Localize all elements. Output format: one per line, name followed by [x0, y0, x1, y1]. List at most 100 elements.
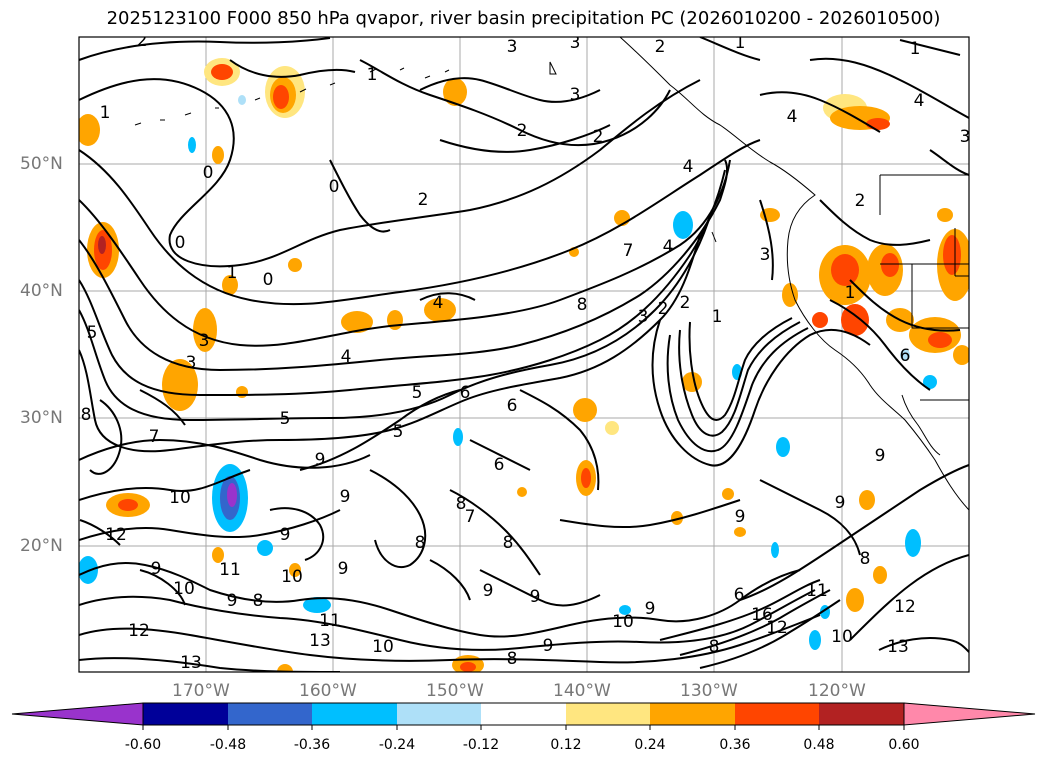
colorbar-segment: [566, 703, 650, 725]
contour-label: 8: [81, 405, 92, 425]
contour-label: 12: [894, 597, 916, 617]
colorbar-segment: [312, 703, 397, 725]
contour-label: 9: [875, 446, 886, 466]
contour-label: 7: [149, 427, 160, 447]
lon-label-120w: 120°W: [808, 681, 866, 701]
contour-label: 5: [412, 383, 423, 403]
precip-patches: [79, 58, 969, 672]
colorbar-extend-high: [903, 702, 1036, 726]
contour-label: 3: [638, 307, 649, 327]
contour-label: 4: [683, 157, 694, 177]
contour-label: 4: [663, 237, 674, 257]
contour-label: 8: [860, 549, 871, 569]
colorbar-tick-label: -0.12: [462, 737, 500, 753]
colorbar-segment: [397, 703, 481, 725]
colorbar-segment: [735, 703, 819, 725]
contour-label: 9: [227, 591, 238, 611]
contour-label: 3: [199, 331, 210, 351]
map-frame: [78, 36, 970, 673]
contour-label: 11: [319, 611, 341, 631]
coastlines: [134, 37, 969, 511]
contour-label: 1: [227, 263, 238, 283]
contour-label: 2: [680, 293, 691, 313]
contour-label: 3: [186, 353, 197, 373]
contour-label: 10: [831, 627, 853, 647]
contour-label: 10: [169, 488, 191, 508]
colorbar-segment: [481, 703, 566, 725]
contour-label: 8: [503, 533, 514, 553]
contour-label: 2: [593, 127, 604, 147]
contour-label: 2: [517, 121, 528, 141]
contour-label: 13: [309, 631, 331, 651]
contour-label: 7: [623, 241, 634, 261]
contour-label: 3: [760, 245, 771, 265]
contour-label: 4: [341, 347, 352, 367]
contour-label: 12: [105, 525, 127, 545]
colorbar-tick-label: 0.12: [550, 737, 582, 753]
contour-label: 1: [735, 33, 746, 53]
contour-label: 0: [175, 233, 186, 253]
contour-label: 3: [570, 33, 581, 53]
contour-label: 0: [203, 163, 214, 183]
contour-label: 0: [263, 270, 274, 290]
colorbar-tick-label: 0.24: [634, 737, 666, 753]
colorbar-tick-label: 0.36: [719, 737, 751, 753]
contour-label: 2: [655, 37, 666, 57]
lat-label-20n: 20°N: [20, 536, 63, 556]
contour-label: 10: [372, 637, 394, 657]
contour-label: 4: [433, 293, 444, 313]
contour-label: 6: [734, 585, 745, 605]
contour-label: 2: [418, 190, 429, 210]
contour-label: 2: [137, 31, 148, 51]
contour-label: 12: [766, 618, 788, 638]
colorbar-segment: [228, 703, 312, 725]
contour-label: 6: [460, 383, 471, 403]
colorbar-segment: [650, 703, 735, 725]
lon-label-130w: 130°W: [680, 681, 738, 701]
contour-label: 6: [507, 396, 518, 416]
contour-label: 10: [173, 579, 195, 599]
contour-label: 11: [219, 560, 241, 580]
colorbar: [11, 702, 1036, 730]
contour-labels: 2 3 3 2 1 1 4 3 1 0 0 3 2 2 4 4 2 1 0 1 …: [81, 31, 971, 673]
lon-label-150w: 150°W: [426, 681, 484, 701]
contour-label: 1: [367, 65, 378, 85]
contour-label: 3: [960, 127, 971, 147]
contour-label: 8: [709, 637, 720, 657]
contour-label: 7: [465, 507, 476, 527]
contour-label: 9: [645, 599, 656, 619]
contour-label: 3: [507, 37, 518, 57]
contour-label: 5: [393, 422, 404, 442]
lon-label-170w: 170°W: [172, 681, 230, 701]
contour-label: 8: [577, 295, 588, 315]
map-title: 2025123100 F000 850 hPa qvapor, river ba…: [106, 8, 941, 29]
colorbar-tick-label: 0.60: [888, 737, 920, 753]
colorbar-segment: [143, 703, 228, 725]
contour-label: 8: [415, 533, 426, 553]
contour-label: 12: [128, 621, 150, 641]
contour-label: 10: [281, 567, 303, 587]
contour-label: 9: [338, 559, 349, 579]
contour-label: 5: [280, 409, 291, 429]
colorbar-tick-label: -0.36: [293, 737, 331, 753]
contour-label: 8: [507, 649, 518, 669]
contour-label: 1: [910, 39, 921, 59]
contour-label: 1: [100, 103, 111, 123]
contour-label: 16: [751, 605, 773, 625]
contour-label: 8: [253, 591, 264, 611]
colorbar-tick-label: -0.24: [378, 737, 416, 753]
contour-label: 13: [180, 653, 202, 673]
contour-label: 9: [151, 559, 162, 579]
contour-label: 10: [612, 612, 634, 632]
contour-label: 1: [712, 307, 723, 327]
colorbar-tick-label: 0.48: [803, 737, 835, 753]
lon-label-140w: 140°W: [553, 681, 611, 701]
lat-label-50n: 50°N: [20, 154, 63, 174]
contour-label: 9: [280, 525, 291, 545]
contour-label: 3: [570, 85, 581, 105]
contour-label: 2: [658, 299, 669, 319]
lat-label-40n: 40°N: [20, 281, 63, 301]
contour-label: 8: [456, 494, 467, 514]
contour-label: 11: [806, 581, 828, 601]
